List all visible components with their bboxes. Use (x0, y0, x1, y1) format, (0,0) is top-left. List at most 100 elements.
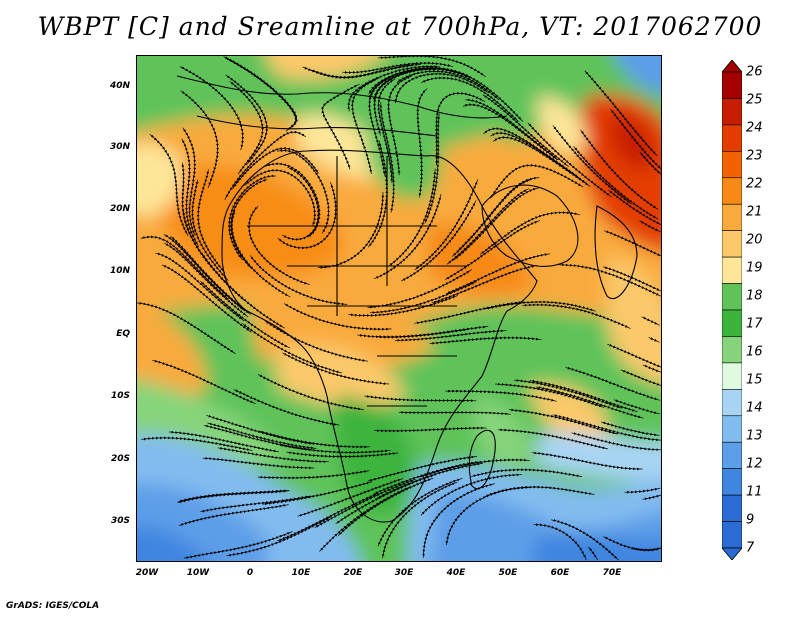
streamline (233, 389, 340, 426)
streamline (376, 325, 489, 339)
streamline (457, 176, 540, 252)
map-title: WBPT [C] and Sreamline at 700hPa, VT: 20… (37, 12, 763, 41)
colorbar-label: 11 (746, 484, 763, 500)
streamline (200, 495, 312, 513)
lon-label-10e: 10E (291, 568, 311, 578)
colorbar-swatch (722, 309, 742, 337)
streamline (531, 451, 643, 471)
streamline (613, 399, 660, 415)
colorbar-swatch (722, 98, 742, 126)
colorbar-label: 19 (746, 260, 763, 276)
coastlines (176, 75, 638, 523)
colorbar-swatch (722, 256, 742, 284)
lat-label-30s: 30S (110, 516, 130, 526)
streamline (182, 210, 246, 302)
colorbar-label: 15 (746, 372, 763, 388)
streamline (137, 301, 236, 355)
streamline (565, 366, 660, 401)
colorbar-swatch (722, 177, 742, 205)
lon-label-60e: 60E (550, 568, 570, 578)
colorbar-swatch (722, 521, 742, 549)
lat-label-10s: 10S (110, 391, 130, 401)
streamline (533, 523, 587, 561)
colorbar-swatch (722, 389, 742, 417)
streamline (641, 316, 660, 326)
lat-label-eq: EQ (116, 329, 130, 339)
streamline (584, 70, 658, 157)
colorbar-label: 23 (746, 148, 763, 164)
lat-label-40n: 40N (109, 81, 130, 91)
streamline (571, 432, 661, 452)
streamline (445, 486, 532, 546)
streamline (379, 101, 396, 213)
streamline (603, 536, 661, 552)
lat-label-20n: 20N (109, 204, 130, 214)
colorbar-label: 18 (746, 288, 763, 304)
streamline (607, 343, 661, 368)
colorbar-swatch (722, 441, 742, 469)
colorbar-label: 20 (746, 232, 763, 248)
wbpt-streamline-map (137, 56, 661, 561)
lon-label-20w: 20W (135, 568, 159, 578)
streamline (414, 301, 525, 325)
streamline (180, 90, 219, 188)
lon-label-30e: 30E (394, 568, 414, 578)
colorbar-bottom-arrow (722, 547, 742, 560)
colorbar-swatch (722, 151, 742, 179)
colorbar-label: 14 (746, 400, 763, 416)
streamline (319, 486, 411, 552)
streamline (320, 83, 360, 170)
colorbar-swatch (722, 362, 742, 390)
lat-label-10n: 10N (109, 266, 130, 276)
colorbar-swatch (722, 230, 742, 258)
streamline (445, 389, 557, 402)
colorbar-label: 21 (746, 204, 763, 220)
streamline (257, 374, 364, 411)
streamline (257, 470, 370, 480)
streamline (642, 494, 661, 501)
map-panel (136, 55, 662, 562)
streamline (206, 414, 315, 445)
streamline (202, 456, 315, 470)
colorbar-swatch (722, 203, 742, 231)
streamline (624, 487, 661, 494)
colorbar-swatch (722, 494, 742, 522)
lon-label-50e: 50E (498, 568, 518, 578)
streamline (177, 489, 289, 504)
colorbar-label: 12 (746, 456, 763, 472)
colorbar (722, 60, 742, 560)
colorbar-top-arrow (722, 60, 742, 73)
colorbar-swatch (722, 283, 742, 311)
colorbar-label: 17 (746, 316, 763, 332)
lon-label-0: 0 (246, 568, 254, 578)
streamline (559, 263, 661, 297)
colorbar-label: 13 (746, 428, 763, 444)
colorbar-label: 26 (746, 64, 763, 80)
streamline (378, 56, 486, 78)
streamline (604, 230, 661, 257)
colorbar-label: 22 (746, 176, 763, 192)
colorbar-label: 9 (746, 512, 755, 528)
colorbar-label: 7 (746, 540, 755, 556)
lat-label-30n: 30N (109, 142, 130, 152)
colorbar-swatch (722, 468, 742, 496)
streamline (522, 303, 631, 329)
streamline (364, 395, 477, 403)
colorbar-label: 24 (746, 120, 763, 136)
lon-label-10w: 10W (186, 568, 210, 578)
streamline (264, 320, 369, 362)
streamlines (137, 56, 661, 561)
lon-label-40e: 40E (446, 568, 466, 578)
colorbar-swatch (722, 124, 742, 152)
streamline (429, 336, 542, 345)
streamline (573, 146, 659, 220)
lat-label-20s: 20S (110, 454, 130, 464)
streamline (445, 253, 551, 295)
streamline (471, 468, 583, 478)
streamline (183, 531, 293, 560)
colorbar-label: 16 (746, 344, 763, 360)
colorbar-swatch (722, 336, 742, 364)
lon-label-20e: 20E (343, 568, 363, 578)
credit-label: GrADS: IGES/COLA (6, 601, 100, 611)
lon-label-70e: 70E (602, 568, 622, 578)
